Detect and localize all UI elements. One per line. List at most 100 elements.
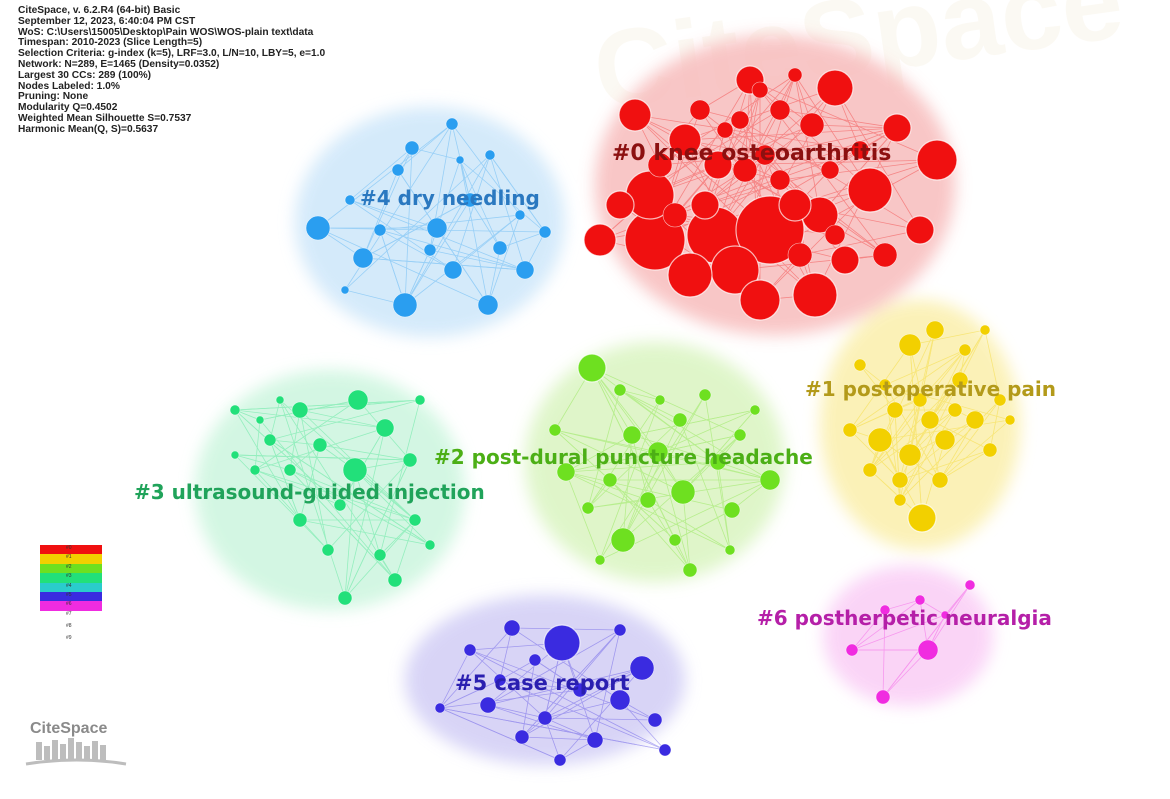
network-edge: [234, 454, 411, 461]
network-node: [853, 358, 867, 372]
network-node: [907, 503, 937, 533]
network-node: [462, 192, 478, 208]
network-edge: [834, 87, 921, 231]
network-edge: [619, 389, 681, 421]
network-edge: [362, 169, 399, 259]
network-node: [408, 513, 422, 527]
network-node: [514, 209, 526, 221]
network-edge: [362, 257, 526, 271]
network-node: [891, 471, 909, 489]
network-edge: [279, 399, 396, 581]
cluster-5-hull: [405, 595, 685, 765]
network-edge: [544, 667, 643, 719]
network-edge: [909, 329, 986, 346]
network-edge: [259, 399, 359, 421]
meta-line-largest-ccs: Largest 30 CCs: 289 (100%): [18, 69, 152, 81]
network-node: [732, 157, 758, 183]
network-edge: [565, 471, 733, 511]
network-edge: [234, 454, 411, 461]
network-edge: [682, 409, 756, 493]
network-node: [572, 682, 588, 698]
network-edge: [884, 384, 941, 481]
network-node: [670, 479, 696, 505]
network-edge: [884, 599, 921, 611]
network-node: [581, 501, 595, 515]
network-edge: [469, 649, 666, 751]
network-node: [867, 427, 893, 453]
meta-line-nodes-labeled: Nodes Labeled: 1.0%: [18, 80, 120, 92]
network-edge: [344, 154, 491, 291]
network-node: [538, 225, 552, 239]
network-node: [759, 469, 781, 491]
network-node: [292, 512, 308, 528]
network-edge: [859, 364, 896, 411]
network-edge: [354, 469, 431, 546]
network-edge: [764, 127, 898, 156]
legend-swatch-0: #0: [40, 545, 102, 555]
network-node: [622, 425, 642, 445]
network-edge: [657, 409, 756, 453]
network-edge: [439, 707, 561, 761]
network-node: [842, 422, 858, 438]
network-edge: [349, 199, 454, 271]
network-node: [668, 533, 682, 547]
network-edge: [619, 389, 719, 463]
legend-label-7: #7: [66, 610, 72, 617]
network-edge: [459, 159, 489, 306]
network-edge: [587, 389, 621, 509]
network-node: [769, 169, 791, 191]
network-node: [373, 223, 387, 237]
network-edge: [254, 469, 416, 521]
network-edge: [565, 471, 601, 561]
network-edge: [499, 231, 546, 249]
network-edge: [939, 419, 1011, 481]
network-edge: [439, 649, 471, 709]
network-edge: [317, 123, 453, 229]
network-node: [477, 294, 499, 316]
network-edge: [609, 479, 676, 541]
network-node: [639, 491, 657, 509]
network-edge: [599, 399, 661, 561]
network-node: [492, 240, 508, 256]
network-edge: [591, 367, 719, 463]
network-edge: [619, 699, 666, 751]
network-node: [872, 242, 898, 268]
cluster-0-label: #0 knee osteoarthritis: [612, 141, 891, 166]
network-edge: [779, 159, 938, 181]
network-node: [515, 260, 535, 280]
network-node: [993, 393, 1007, 407]
network-edge: [899, 409, 956, 501]
network-edge: [521, 736, 596, 741]
network-edge: [254, 399, 359, 471]
network-node: [905, 215, 935, 245]
network-node: [658, 743, 672, 757]
network-node: [882, 113, 912, 143]
network-edge: [749, 79, 938, 161]
analysis-metadata: CiteSpace, v. 6.2.R4 (64-bit) Basic Sept…: [18, 5, 325, 136]
network-node: [724, 544, 736, 556]
network-node: [463, 643, 477, 657]
network-edge: [327, 459, 411, 551]
network-edge: [397, 123, 453, 171]
legend-swatch-5: #5: [40, 591, 102, 602]
network-node: [553, 753, 567, 767]
network-node: [958, 343, 972, 357]
network-edge: [397, 169, 489, 306]
network-edge: [851, 614, 946, 651]
network-edge: [234, 409, 341, 506]
network-edge: [939, 449, 991, 481]
network-edge: [779, 109, 898, 129]
network-node: [850, 140, 870, 160]
citespace-logo-text: CiteSpace: [30, 720, 108, 737]
cluster-1-hull: [820, 300, 1020, 550]
network-edge: [439, 707, 666, 751]
network-node: [321, 543, 335, 557]
network-node: [940, 610, 950, 620]
network-edge: [489, 154, 526, 271]
network-edge: [459, 159, 501, 249]
network-node: [947, 402, 963, 418]
network-node: [443, 260, 463, 280]
network-node: [878, 378, 892, 392]
network-edge: [269, 439, 301, 521]
network-node: [255, 415, 265, 425]
